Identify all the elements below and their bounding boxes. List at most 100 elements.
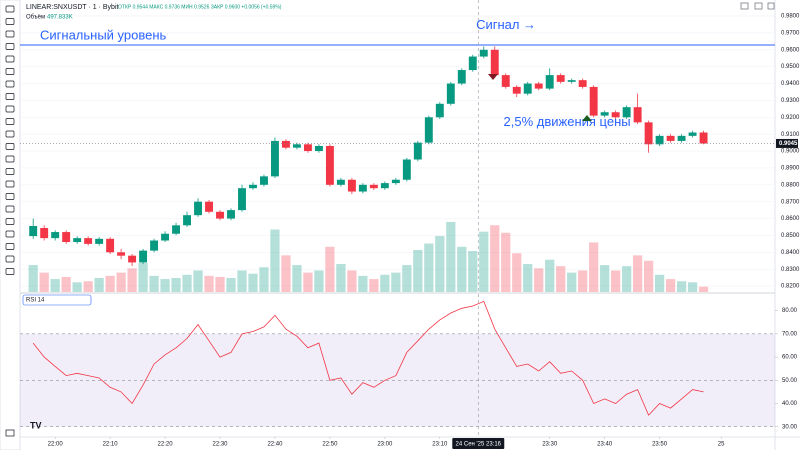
volume-bar	[182, 274, 192, 292]
candle-body	[271, 140, 279, 177]
x-tick-label: 23:40	[597, 442, 613, 448]
annotation: 2,5% движения цены	[504, 114, 631, 129]
crosshair-label: 24 Сен '25 23:16	[456, 442, 502, 448]
toolbar-button[interactable]	[5, 155, 15, 163]
y-tick-label: 0.9500	[781, 64, 800, 70]
volume-bar	[622, 266, 632, 292]
volume-bar	[512, 253, 522, 292]
x-tick-label: 22:40	[267, 442, 283, 448]
candle-body	[578, 80, 587, 87]
candle-body	[523, 83, 532, 94]
x-tick-label: 23:30	[542, 442, 558, 448]
toolbar-button[interactable]	[5, 55, 15, 63]
candle-body	[391, 179, 400, 184]
volume-bar	[138, 262, 148, 292]
volume-bar	[490, 225, 500, 292]
y-tick-label: 30.00	[782, 424, 798, 430]
toolbar-button[interactable]	[5, 5, 15, 13]
candle-body	[139, 250, 148, 263]
toolbar-button[interactable]	[5, 205, 15, 213]
candle-body	[128, 255, 137, 263]
toolbar-button[interactable]	[5, 130, 15, 138]
toolbar-button[interactable]	[5, 143, 15, 150]
y-tick-label: 0.9600	[781, 47, 800, 53]
toolbar-button[interactable]	[5, 80, 15, 88]
icon-window[interactable]	[740, 2, 749, 10]
volume-bar	[545, 259, 555, 292]
volume-bar	[39, 272, 49, 292]
x-tick-label: 22:10	[103, 442, 119, 448]
candle-body	[600, 112, 609, 116]
rsi-line	[32, 300, 704, 416]
y-tick-label: 0.8600	[781, 216, 800, 222]
toolbar-button[interactable]	[5, 30, 15, 38]
toolbar-button[interactable]	[5, 255, 15, 263]
volume-bar	[61, 276, 71, 292]
candle-body	[644, 122, 653, 145]
volume-bar	[600, 265, 610, 292]
current-price-label: 0.9045	[779, 141, 798, 147]
toolbar-button[interactable]	[5, 93, 15, 100]
volume-bar	[347, 270, 357, 292]
buy-marker	[582, 115, 592, 121]
toolbar-button[interactable]	[5, 218, 15, 225]
candle-body	[347, 179, 356, 192]
candle-body	[666, 135, 675, 141]
volume-bar	[457, 246, 467, 292]
candle-body	[95, 238, 104, 244]
toolbar-button[interactable]	[5, 168, 15, 175]
volume-bar	[94, 278, 104, 292]
volume-bar	[292, 265, 302, 292]
volume-bar	[72, 282, 82, 292]
candle-body	[468, 56, 477, 71]
volume-bar	[314, 270, 324, 292]
candle-body	[699, 132, 708, 144]
candle-body	[227, 210, 235, 219]
y-tick-label: 0.8500	[781, 233, 800, 239]
toolbar-button[interactable]	[5, 193, 15, 200]
toolbar-button[interactable]	[5, 18, 15, 25]
candle-body	[633, 107, 642, 123]
candle-body	[314, 145, 323, 152]
volume-bar	[611, 270, 621, 292]
volume-bar	[523, 264, 533, 292]
volume-bar	[424, 243, 434, 292]
toolbar-button[interactable]	[5, 43, 15, 50]
candle-body	[424, 117, 433, 143]
candle-body	[249, 184, 257, 189]
toolbar-button[interactable]	[5, 268, 15, 275]
y-tick-label: 0.8800	[781, 182, 800, 188]
volume-bar	[391, 272, 401, 292]
annotation: Сигнал →	[476, 17, 536, 32]
candle-body	[402, 159, 411, 180]
volume-bar	[665, 279, 676, 292]
icon-collapse[interactable]	[767, 2, 775, 10]
candle-body	[479, 49, 488, 57]
y-tick-label: 40.00	[782, 401, 798, 407]
volume-bar	[193, 270, 203, 292]
volume-bar	[644, 260, 654, 292]
toolbar-button[interactable]	[5, 230, 15, 238]
x-tick-label: 25	[718, 442, 725, 448]
x-tick-label: 23:00	[377, 442, 393, 448]
volume-bar	[534, 268, 544, 292]
y-tick-label: 0.9100	[781, 132, 800, 138]
x-tick-label: 22:00	[48, 442, 64, 448]
toolbar-button[interactable]	[5, 118, 15, 125]
toolbar-button[interactable]	[5, 429, 15, 437]
rsi-legend[interactable]	[22, 294, 92, 306]
toolbar-button[interactable]	[5, 68, 15, 75]
volume-bar	[116, 272, 126, 292]
candle-body	[490, 49, 499, 76]
candle-body	[358, 184, 367, 192]
volume-bar	[446, 222, 456, 292]
volume-bar	[50, 279, 60, 292]
toolbar-button[interactable]	[5, 243, 15, 250]
rsi-title: RSI 14	[26, 298, 45, 304]
toolbar-button[interactable]	[5, 180, 15, 188]
icon-settings[interactable]	[754, 2, 763, 10]
volume-bar	[325, 246, 335, 292]
toolbar-button[interactable]	[5, 105, 15, 113]
candle-body	[677, 135, 686, 141]
